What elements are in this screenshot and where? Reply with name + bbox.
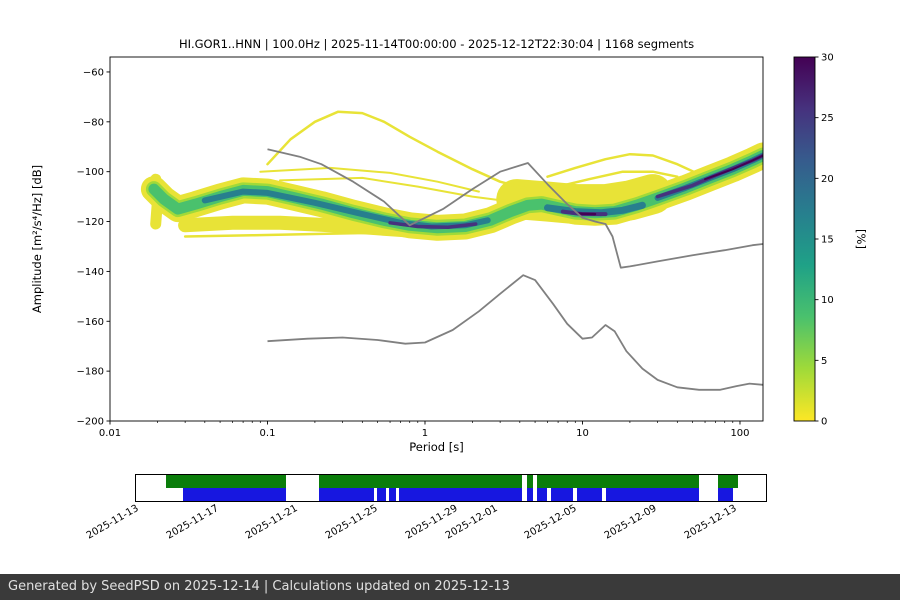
availability-date-labels: 2025-11-13 2025-11-17 2025-11-21 2025-11-25… xyxy=(85,503,765,573)
y-tick-label: −160 xyxy=(77,317,104,328)
y-tick-label: −140 xyxy=(77,267,104,278)
availability-timeline xyxy=(135,474,767,502)
y-tick-label: −180 xyxy=(77,367,104,378)
density-band-yellow-right-arc-b xyxy=(556,170,679,188)
date-tick-label: 2025-11-21 xyxy=(244,503,300,542)
footer-status-bar: Generated by SeedPSD on 2025-12-14 | Cal… xyxy=(0,574,900,600)
availability-blue-segment xyxy=(389,488,396,501)
availability-blue-segment xyxy=(377,488,387,501)
colorbar-tick-label: 25 xyxy=(821,113,834,124)
noise-models xyxy=(267,148,763,391)
availability-blue-segment xyxy=(318,488,375,501)
density-band-yellow-lower-tail xyxy=(178,215,413,238)
x-tick-label: 10 xyxy=(576,428,589,439)
y-tick-label: −100 xyxy=(77,167,104,178)
density-band-yellow-right-arc-a xyxy=(546,152,701,178)
availability-blue-segment xyxy=(536,488,547,501)
y-tick-label: −120 xyxy=(77,217,104,228)
colorbar-tick-label: 30 xyxy=(821,53,834,64)
density-band-yellow-streak-b xyxy=(279,176,512,203)
axes-frame xyxy=(109,56,764,422)
colorbar-tick-label: 15 xyxy=(821,235,834,246)
date-tick-label: 2025-12-13 xyxy=(682,503,739,542)
availability-blue-segment xyxy=(183,488,286,501)
availability-blue-segment xyxy=(398,488,523,501)
colorbar-label: [%] xyxy=(854,229,868,249)
x-tick-label: 1 xyxy=(422,428,428,439)
availability-green-segment xyxy=(166,475,286,488)
colorbar xyxy=(793,56,816,422)
density-band-navy-microseism-short xyxy=(388,221,478,230)
noise-model-low xyxy=(267,274,763,391)
x-tick-label: 100 xyxy=(730,428,749,439)
x-tick-label: 0.1 xyxy=(260,428,276,439)
availability-blue-segment xyxy=(606,488,699,501)
y-axis-label: Amplitude [m²/s⁴/Hz] [dB] xyxy=(30,164,44,314)
ppsd-histogram xyxy=(140,110,763,241)
availability-blue-segment xyxy=(718,488,734,501)
availability-green-segment xyxy=(526,475,533,488)
colorbar-tick-label: 5 xyxy=(821,356,827,367)
availability-blue-segment xyxy=(577,488,603,501)
availability-blue-segment xyxy=(550,488,574,501)
availability-blue-segment xyxy=(526,488,533,501)
y-tick-label: −200 xyxy=(77,417,104,428)
date-tick-label: 2025-12-05 xyxy=(523,503,580,542)
noise-model-high xyxy=(267,148,763,269)
density-band-yellow-top-arc xyxy=(266,110,530,191)
x-tick-label: 0.01 xyxy=(99,428,121,439)
availability-green-segment xyxy=(718,475,739,488)
colorbar-tick-label: 0 xyxy=(821,417,827,428)
x-axis-label: Period [s] xyxy=(409,440,464,454)
y-tick-label: −80 xyxy=(83,117,104,128)
density-band-yellow-bottom-edge xyxy=(183,231,427,238)
colorbar-tick-label: 20 xyxy=(821,174,834,185)
date-tick-label: 2025-11-25 xyxy=(323,503,380,542)
availability-green-segment xyxy=(536,475,699,488)
date-tick-label: 2025-11-17 xyxy=(164,503,221,542)
colorbar-tick-label: 10 xyxy=(821,295,834,306)
date-tick-label: 2025-12-09 xyxy=(603,503,659,542)
density-band-dark-core-b xyxy=(704,154,763,181)
density-band-yellow-streak-a xyxy=(259,166,480,193)
availability-green-segment xyxy=(318,475,523,488)
density-band-dark-core-a xyxy=(577,212,597,216)
figure-title: HI.GOR1..HNN | 100.0Hz | 2025-11-14T00:0… xyxy=(178,37,695,51)
y-tick-label: −60 xyxy=(83,67,104,78)
